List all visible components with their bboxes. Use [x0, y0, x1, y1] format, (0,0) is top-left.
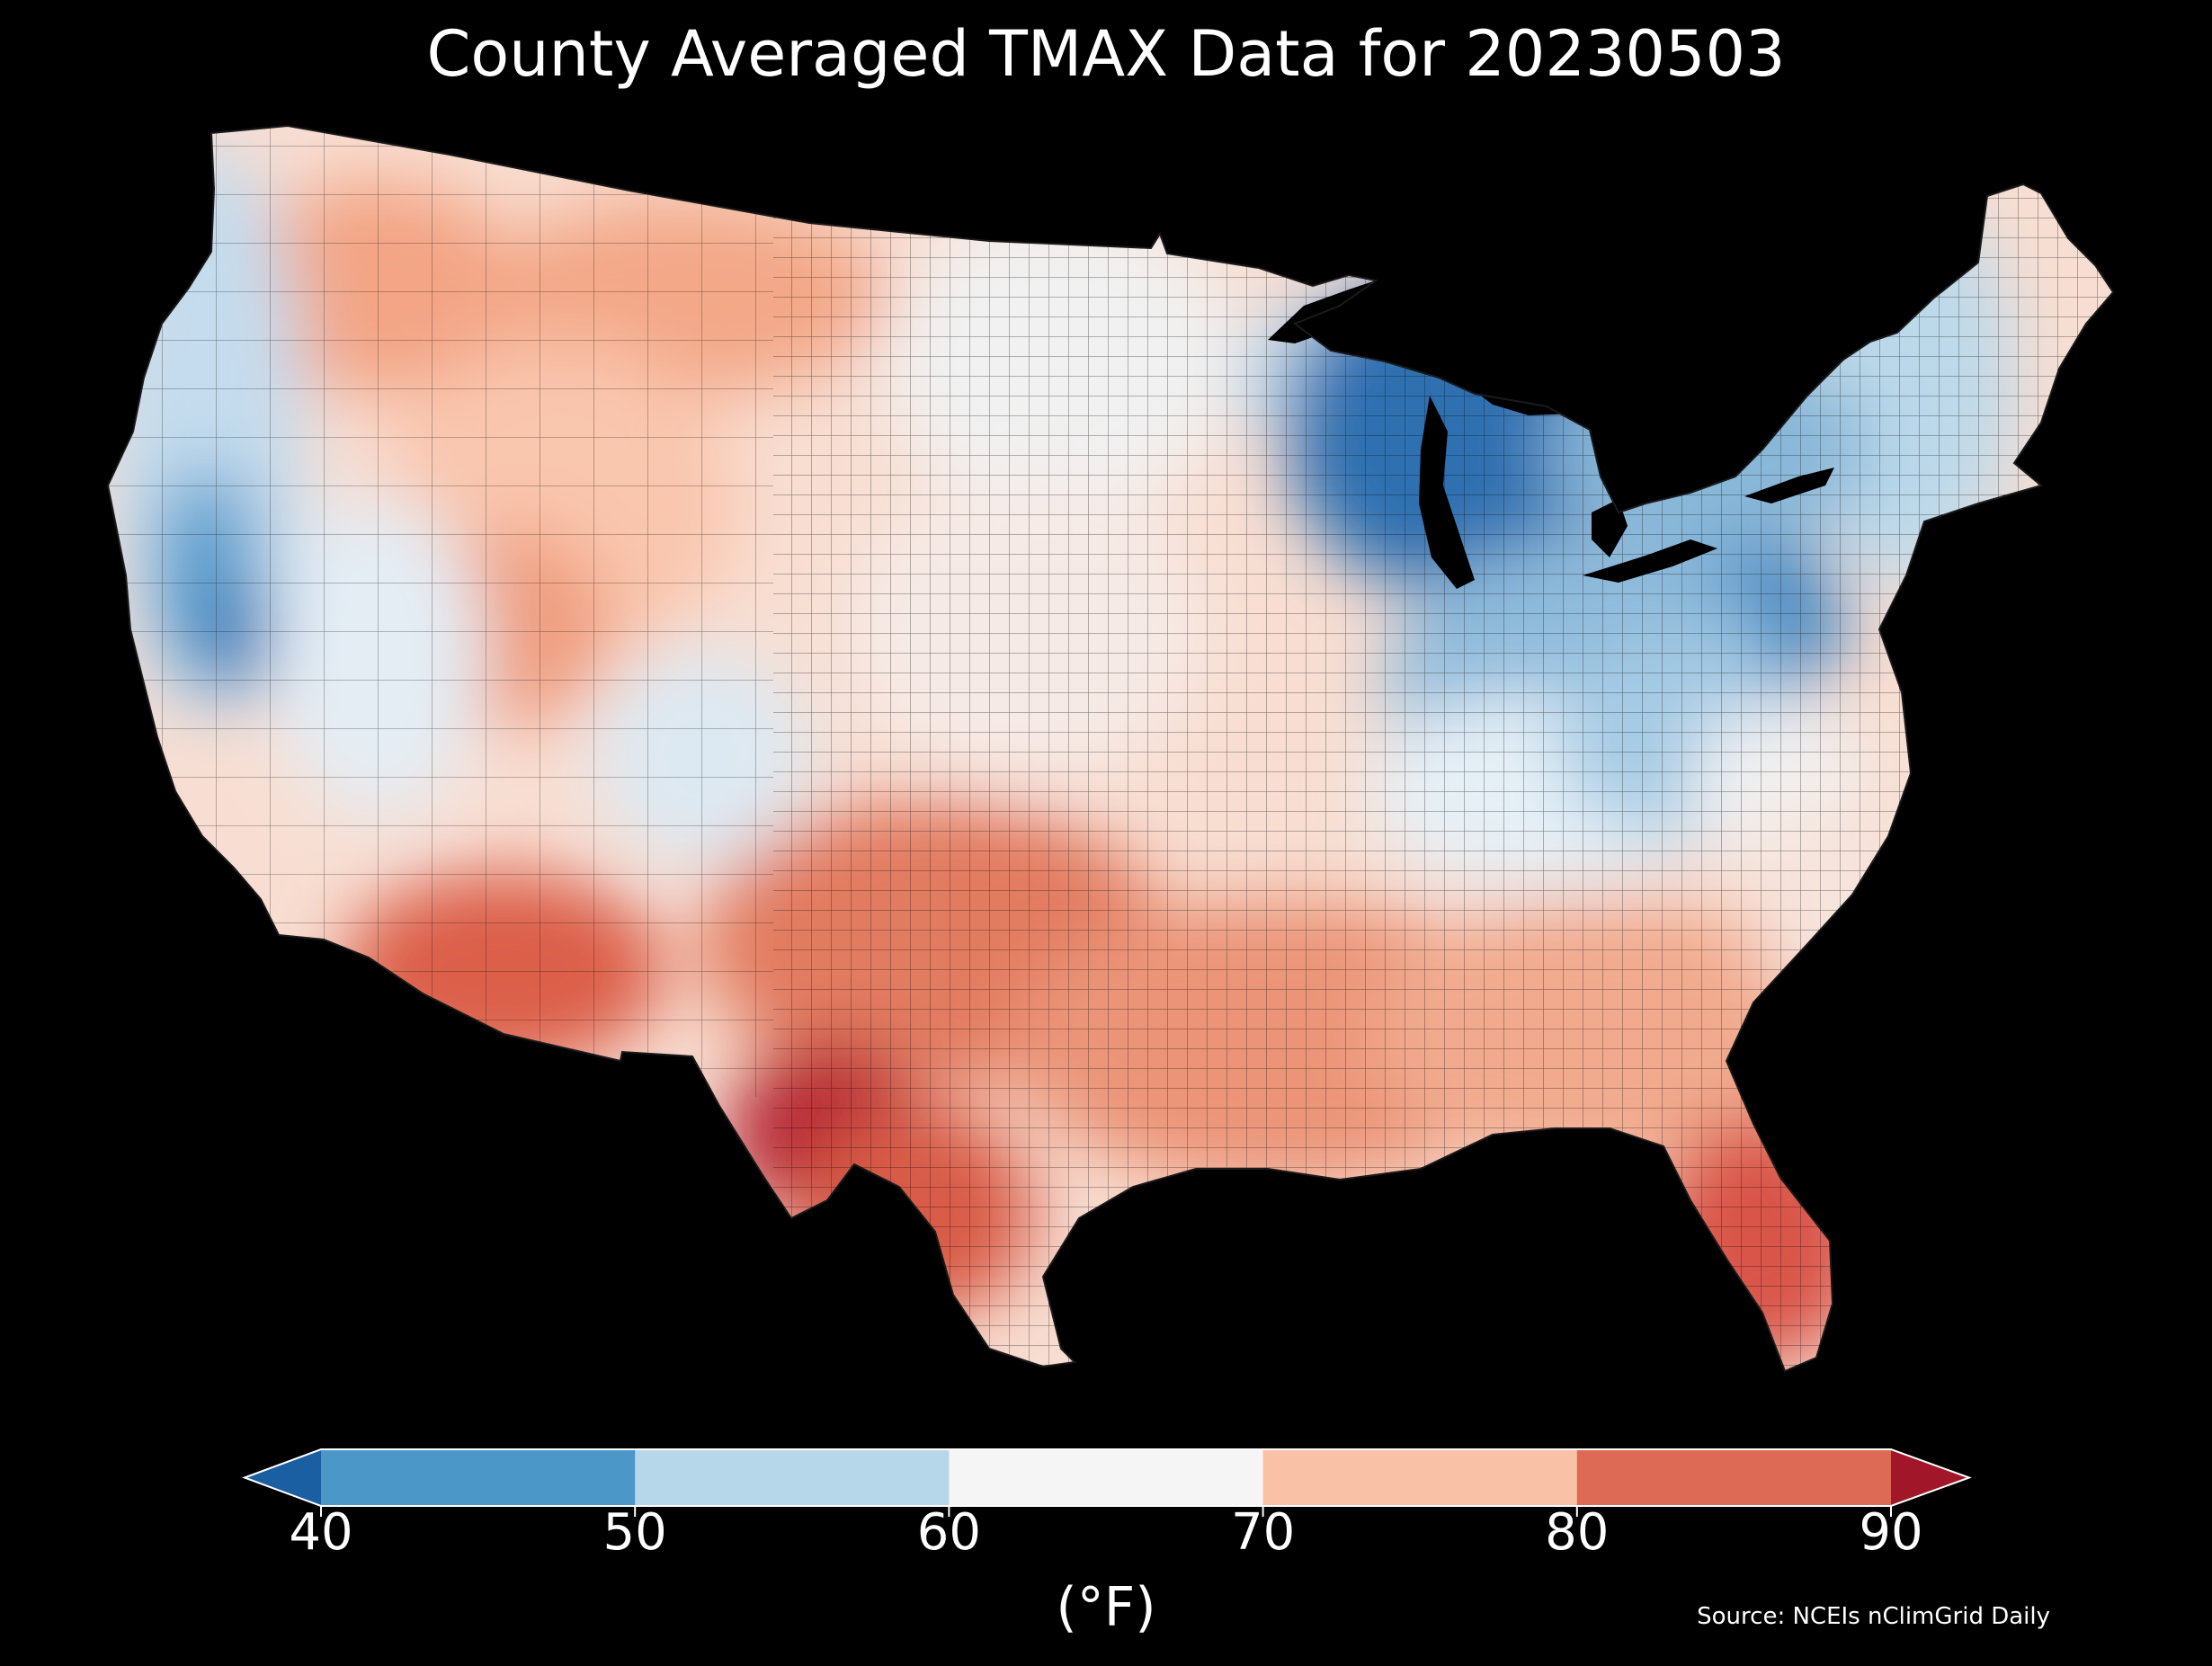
colorbar-tick-label: 40 [289, 1503, 353, 1562]
colorbar-bin [321, 1449, 636, 1506]
colorbar [242, 1448, 1972, 1517]
map-title: County Averaged TMAX Data for 20230503 [426, 17, 1786, 91]
colorbar-extend-high [1891, 1449, 1969, 1506]
colorbar-extend-low [245, 1449, 321, 1506]
colorbar-bin [1576, 1449, 1892, 1506]
colorbar-tick-label: 50 [602, 1503, 667, 1562]
colorbar-bin [635, 1449, 950, 1506]
temperature-field [108, 126, 2113, 1371]
colorbar-tick-label: 60 [916, 1503, 982, 1562]
coast-outline [106, 124, 2115, 1373]
colorbar-bin [1262, 1449, 1578, 1506]
colorbar-units-label: (°F) [1056, 1576, 1156, 1639]
colorbar-tick-label: 90 [1859, 1503, 1923, 1562]
colorbar-bin [949, 1449, 1264, 1506]
source-note: Source: NCEIs nClimGrid Daily [1697, 1603, 2050, 1630]
colorbar-tick-label: 70 [1230, 1503, 1296, 1562]
colorbar-tick-label: 80 [1545, 1503, 1610, 1562]
great-lakes [1268, 281, 1834, 589]
